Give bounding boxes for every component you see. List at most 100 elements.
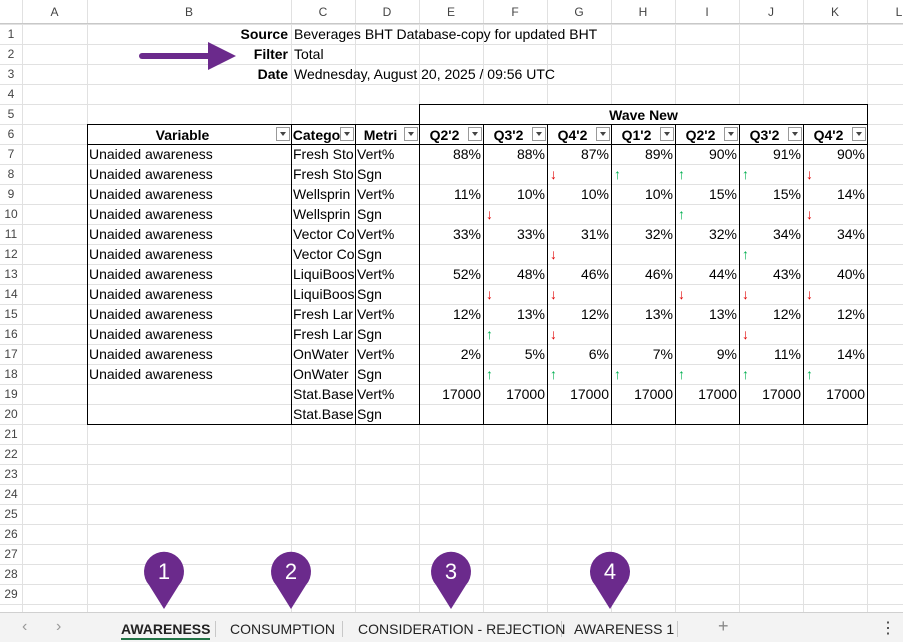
- column-gridline: [22, 0, 23, 612]
- text-cell: Fresh Sto: [293, 146, 354, 162]
- text-cell: Unaided awareness: [89, 306, 213, 322]
- significance-arrow: ↑: [614, 166, 621, 182]
- text-cell: Unaided awareness: [89, 206, 213, 222]
- filter-dropdown[interactable]: [404, 127, 418, 141]
- text-cell: Vector Co: [293, 246, 355, 262]
- add-sheet-button[interactable]: +: [718, 616, 729, 636]
- marker-number: 1: [158, 559, 170, 584]
- column-header: J: [768, 5, 774, 19]
- significance-arrow: ↑: [806, 366, 813, 382]
- value-cell: 10%: [580, 186, 609, 202]
- row-gridline: [0, 44, 903, 45]
- text-cell: Vert%: [357, 386, 395, 402]
- callout-marker: 4: [590, 551, 630, 609]
- row-header: 16: [4, 327, 18, 341]
- text-cell: LiquiBoos: [293, 266, 355, 282]
- text-cell: Unaided awareness: [89, 186, 213, 202]
- significance-arrow: ↓: [550, 326, 557, 342]
- row-gridline: [0, 484, 903, 485]
- table-border: [675, 144, 676, 424]
- info-value: Beverages BHT Database-copy for updated …: [294, 26, 598, 42]
- table-border: [547, 144, 548, 424]
- filter-dropdown[interactable]: [340, 127, 354, 141]
- row-gridline: [0, 464, 903, 465]
- tab-separator: [342, 621, 343, 637]
- value-cell: 17000: [762, 386, 801, 402]
- filter-dropdown[interactable]: [724, 127, 738, 141]
- column-header: A: [50, 5, 59, 19]
- significance-arrow: ↓: [550, 286, 557, 302]
- filter-dropdown[interactable]: [596, 127, 610, 141]
- row-header: 18: [4, 367, 18, 381]
- text-cell: LiquiBoos: [293, 286, 355, 302]
- next-sheet-button[interactable]: ›: [56, 618, 62, 635]
- value-cell: 88%: [516, 146, 545, 162]
- value-cell: 17000: [634, 386, 673, 402]
- value-cell: 14%: [836, 346, 865, 362]
- sheet-tab[interactable]: CONSUMPTION: [230, 621, 335, 637]
- filter-dropdown[interactable]: [276, 127, 290, 141]
- filter-dropdown[interactable]: [468, 127, 482, 141]
- filter-dropdown[interactable]: [788, 127, 802, 141]
- value-cell: 11%: [774, 346, 801, 362]
- value-cell: 13%: [516, 306, 545, 322]
- column-filter-header: Q2'2: [419, 124, 484, 145]
- text-cell: Vector Co: [293, 226, 355, 242]
- table-border: [483, 144, 484, 424]
- column-filter-header: Q4'2: [803, 124, 868, 145]
- value-cell: 5%: [524, 346, 545, 362]
- text-cell: OnWater: [293, 366, 349, 382]
- text-cell: Wellsprin: [293, 186, 351, 202]
- value-cell: 46%: [580, 266, 609, 282]
- column-header: E: [446, 5, 455, 19]
- column-header: K: [830, 5, 839, 19]
- value-cell: 2%: [460, 346, 481, 362]
- more-options-button[interactable]: ⋮: [880, 620, 896, 637]
- text-cell: Stat.Base: [293, 386, 354, 402]
- marker-number: 2: [285, 559, 297, 584]
- significance-arrow: ↑: [742, 246, 749, 262]
- value-cell: 13%: [644, 306, 673, 322]
- filter-dropdown[interactable]: [852, 127, 866, 141]
- row-gridline: [0, 344, 903, 345]
- filter-dropdown[interactable]: [660, 127, 674, 141]
- text-cell: Fresh Lar: [293, 306, 353, 322]
- prev-sheet-button[interactable]: ‹: [22, 618, 28, 635]
- sheet-tab[interactable]: CONSIDERATION - REJECTION: [358, 621, 566, 637]
- value-cell: 9%: [716, 346, 737, 362]
- row-gridline: [0, 24, 903, 25]
- row-header: 23: [4, 467, 18, 481]
- row-gridline: [0, 504, 903, 505]
- value-cell: 12%: [452, 306, 481, 322]
- sheet-tab[interactable]: AWARENESS 1: [574, 621, 675, 637]
- value-cell: 15%: [772, 186, 801, 202]
- value-cell: 46%: [644, 266, 673, 282]
- text-cell: Sgn: [357, 246, 382, 262]
- row-header: 27: [4, 547, 18, 561]
- header-separator: [0, 23, 903, 24]
- significance-arrow: ↓: [486, 206, 493, 222]
- significance-arrow: ↓: [806, 286, 813, 302]
- significance-arrow: ↓: [742, 286, 749, 302]
- significance-arrow: ↓: [550, 246, 557, 262]
- value-cell: 87%: [580, 146, 609, 162]
- value-cell: 33%: [516, 226, 545, 242]
- sheet-tab[interactable]: AWARENESS: [121, 621, 211, 640]
- text-cell: Unaided awareness: [89, 226, 213, 242]
- table-border: [291, 144, 292, 424]
- column-header: L: [895, 5, 903, 19]
- value-cell: 14%: [836, 186, 865, 202]
- text-cell: Fresh Sto: [293, 166, 354, 182]
- text-cell: Vert%: [357, 346, 395, 362]
- text-cell: Unaided awareness: [89, 366, 213, 382]
- text-cell: Unaided awareness: [89, 346, 213, 362]
- column-header: B: [184, 5, 193, 19]
- value-cell: 43%: [772, 266, 801, 282]
- info-value: Wednesday, August 20, 2025 / 09:56 UTC: [294, 66, 555, 82]
- significance-arrow: ↑: [550, 366, 557, 382]
- sheet-tab-bar: ‹ › + ⋮ AWARENESS CONSUMPTION CONSIDERATIO…: [0, 612, 903, 643]
- row-gridline: [0, 324, 903, 325]
- filter-dropdown[interactable]: [532, 127, 546, 141]
- table-border: [611, 144, 612, 424]
